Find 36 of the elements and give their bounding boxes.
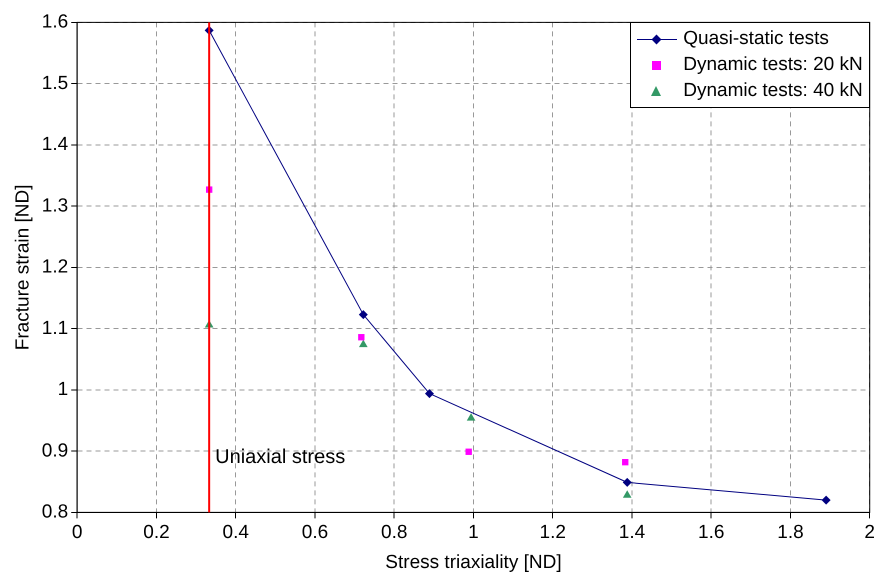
y-tick-label: 1.4: [42, 134, 69, 156]
point: [822, 496, 831, 505]
y-tick-label: 1.6: [42, 12, 68, 33]
x-tick-label: 0.4: [222, 522, 250, 544]
x-axis-title: Stress triaxiality [ND]: [385, 552, 562, 573]
y-tick-label: 1.2: [42, 256, 68, 278]
x-tick-label: 0.2: [143, 522, 170, 544]
legend-label: Dynamic tests: 40 kN: [683, 80, 863, 102]
x-tick-label: 0.6: [302, 522, 328, 544]
point: [358, 340, 368, 348]
x-tick-label: 1.4: [618, 522, 646, 544]
point: [466, 413, 476, 421]
x-tick-label: 1.8: [777, 522, 804, 544]
x-tick-label: 0.8: [381, 522, 408, 544]
y-tick-label: 0.9: [42, 440, 68, 462]
y-tick-label: 0.8: [42, 502, 68, 523]
point: [424, 389, 434, 398]
ref-line-label: Uniaxial stress: [215, 446, 346, 468]
y-tick-label: 1.1: [42, 318, 68, 339]
point: [622, 458, 628, 466]
x-tick-label: 2: [864, 522, 876, 544]
point: [622, 490, 632, 498]
x-tick-label: 1: [468, 522, 479, 544]
x-tick-label: 0: [72, 522, 82, 544]
y-tick-label: 1.3: [42, 195, 68, 216]
point: [622, 478, 632, 487]
y-tick-label: 1.5: [42, 72, 68, 94]
y-axis-title: Fracture strain [ND]: [12, 184, 34, 350]
legend-label: Quasi-static tests: [683, 28, 829, 50]
point: [358, 334, 365, 340]
y-tick-label: 1: [58, 379, 68, 400]
point: [358, 310, 368, 320]
legend-label: Dynamic tests: 20 kN: [683, 54, 863, 76]
x-tick-label: 1.2: [540, 522, 566, 544]
x-tick-label: 1.6: [698, 522, 724, 544]
point: [466, 448, 472, 455]
